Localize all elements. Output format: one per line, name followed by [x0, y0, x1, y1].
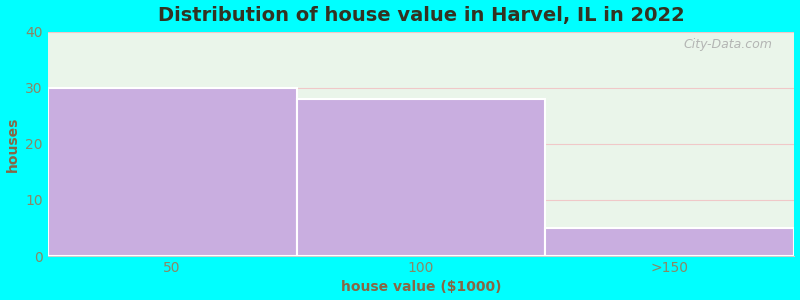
Bar [297, 99, 546, 256]
X-axis label: house value ($1000): house value ($1000) [341, 280, 502, 294]
Bar [47, 88, 297, 256]
Bar [546, 228, 794, 256]
Y-axis label: houses: houses [6, 116, 19, 172]
Title: Distribution of house value in Harvel, IL in 2022: Distribution of house value in Harvel, I… [158, 6, 684, 25]
Text: City-Data.com: City-Data.com [683, 38, 772, 51]
